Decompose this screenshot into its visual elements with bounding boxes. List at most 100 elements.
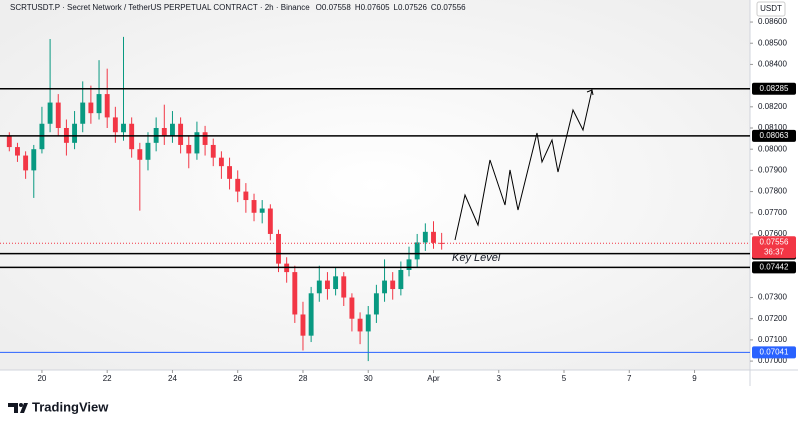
countdown: 36:37 <box>764 247 785 256</box>
x-tick-label: 20 <box>37 374 46 383</box>
candle-body <box>72 123 78 143</box>
candle-body <box>104 94 110 118</box>
ohlc-value: 0.07556 <box>437 3 466 12</box>
candle-body <box>406 259 412 270</box>
candle-body <box>324 280 330 290</box>
ohlc-label: H <box>355 3 361 12</box>
x-tick-label: 30 <box>364 374 373 383</box>
y-tick-label: 0.08500 <box>758 38 787 47</box>
brand: TradingView <box>32 399 109 414</box>
candle-body <box>218 157 224 167</box>
candle-body <box>333 276 339 290</box>
candle-body <box>145 142 151 160</box>
candle-body <box>178 123 184 145</box>
candle-body <box>365 314 371 332</box>
y-tick-label: 0.08200 <box>758 102 787 111</box>
ohlc-value: 0.07526 <box>398 3 427 12</box>
candle-body <box>398 269 404 290</box>
price-label: 0.07442 <box>760 263 789 272</box>
y-tick-label: 0.08400 <box>758 60 787 69</box>
candle-body <box>121 123 126 133</box>
x-tick-label: 3 <box>497 374 502 383</box>
y-tick-label: 0.07900 <box>758 165 787 174</box>
candle-body <box>349 297 355 319</box>
ohlc-label: O <box>316 3 322 12</box>
candle-body <box>194 132 200 154</box>
ohlc-value: 0.07558 <box>322 3 351 12</box>
candle-body <box>210 144 216 158</box>
candle-body <box>431 231 436 243</box>
x-tick-label: 24 <box>168 374 177 383</box>
candle-body <box>235 178 241 192</box>
y-tick-label: 0.08100 <box>758 123 787 132</box>
price-label-box <box>752 346 796 359</box>
currency: USDT <box>760 4 782 13</box>
candle-body <box>276 233 281 264</box>
brand-dot <box>19 403 23 407</box>
brand-logo: TradingView <box>8 399 109 414</box>
candle-body <box>300 314 306 336</box>
candle-body <box>316 280 322 294</box>
ohlc: O0.07558 H0.07605 L0.07526 C0.07556 <box>316 3 466 12</box>
x-tick-label: 5 <box>562 374 567 383</box>
candle-body <box>243 191 249 201</box>
candle-body <box>55 102 61 128</box>
candle-body <box>31 149 37 171</box>
candle-body <box>96 94 102 114</box>
y-tick-label: 0.08000 <box>758 144 787 153</box>
price-label: 0.08063 <box>760 131 789 140</box>
candle-body <box>382 280 387 294</box>
candle-body <box>357 318 363 332</box>
candle-body <box>308 293 314 336</box>
price-label-box <box>752 129 796 142</box>
brand-icon <box>8 403 28 413</box>
last-price: 0.07556 <box>760 237 789 246</box>
ohlc-label: L <box>394 3 399 12</box>
x-tick-label: 7 <box>627 374 632 383</box>
candle-body <box>80 102 86 124</box>
y-tick-label: 0.07200 <box>758 314 787 323</box>
candle-body <box>227 166 233 179</box>
candle-body <box>170 123 175 137</box>
y-tick-label: 0.08600 <box>758 17 787 26</box>
candle-body <box>88 102 94 114</box>
candle-body <box>23 155 29 171</box>
price-label-box <box>752 261 796 274</box>
candle-body <box>202 132 208 145</box>
price-label: 0.08285 <box>760 84 789 93</box>
chart-title: SCRTUSDT.P · Secret Network / TetherUS P… <box>10 3 466 12</box>
candle-body <box>6 136 12 148</box>
x-tick-label: 22 <box>103 374 112 383</box>
projection-path <box>454 89 593 241</box>
candle-body <box>137 149 143 160</box>
y-tick-label: 0.07300 <box>758 293 787 302</box>
plot-background <box>0 0 750 370</box>
currency-box <box>756 1 786 17</box>
candle-body <box>390 280 396 290</box>
y-tick-label: 0.07800 <box>758 187 787 196</box>
candle-body <box>186 144 192 154</box>
ohlc-value: 0.07605 <box>361 3 390 12</box>
x-tick-label: Apr <box>427 374 440 383</box>
candle-body <box>341 276 347 298</box>
candle-body <box>47 102 53 124</box>
x-tick-label: 26 <box>233 374 242 383</box>
ohlc-label: C <box>431 3 437 12</box>
candle-body <box>251 200 257 213</box>
price-label-box <box>752 82 796 95</box>
y-tick-label: 0.07600 <box>758 229 787 238</box>
candle-body <box>267 208 273 234</box>
candle-body <box>161 127 167 137</box>
candle-body <box>373 293 379 315</box>
candle-body <box>112 117 118 133</box>
candle-body <box>414 242 420 260</box>
y-tick-label: 0.07100 <box>758 335 787 344</box>
candle-body <box>15 147 20 156</box>
candle-body <box>292 272 298 315</box>
last-price-box <box>752 236 796 259</box>
y-tick-label: 0.07700 <box>758 208 787 217</box>
candle-body <box>422 231 428 243</box>
annotation: Key Level <box>452 252 501 264</box>
